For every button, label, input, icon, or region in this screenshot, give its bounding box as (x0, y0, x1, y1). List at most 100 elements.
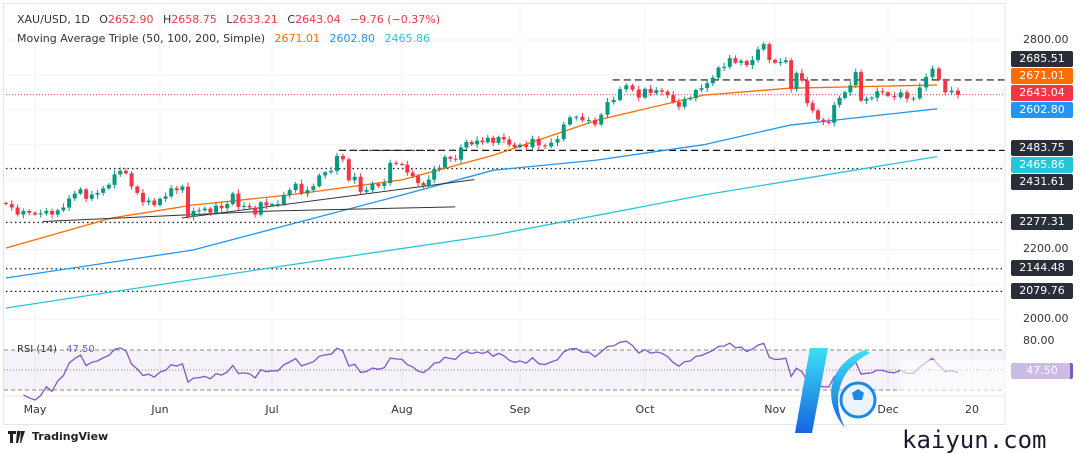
open-number: 2652.90 (107, 13, 154, 26)
candle-body (370, 183, 375, 191)
candle-body (716, 67, 721, 78)
candle-body (95, 192, 100, 195)
candle-body (630, 85, 635, 90)
candle-body (805, 80, 810, 104)
price-tag: 2465.86 (1011, 157, 1073, 173)
high-number: 2658.75 (171, 13, 217, 26)
candle-body (643, 88, 647, 98)
candle-body (242, 205, 246, 207)
candle-body (4, 202, 8, 205)
candle-body (826, 122, 831, 124)
candle-body (174, 188, 179, 191)
candle-body (281, 194, 286, 205)
candle-body (15, 207, 20, 215)
candle-body (936, 68, 941, 80)
time-axis-label: Aug (391, 403, 413, 416)
price-axis-tick: 2000.00 (1023, 312, 1069, 326)
candle-body (485, 137, 490, 143)
candle-body (163, 196, 168, 199)
low-value: L2633.21 (226, 13, 278, 26)
candle-body (586, 119, 591, 121)
candle-body (568, 117, 572, 125)
time-axis-label: May (23, 403, 47, 416)
candle-body (739, 60, 744, 63)
candle-body (186, 186, 190, 217)
candle-body (911, 98, 916, 100)
candle-body (501, 137, 506, 140)
candle-body (340, 155, 345, 160)
candle-body (346, 159, 351, 181)
chart-frame (3, 3, 1006, 425)
candle-body (61, 207, 66, 211)
candle-body (480, 140, 485, 143)
candle-body (258, 202, 263, 215)
candle-body (859, 72, 864, 101)
open-label: O (99, 13, 108, 26)
candle-body (55, 210, 60, 215)
candle-body (574, 116, 579, 118)
candle-body (180, 186, 185, 191)
open-value: O2652.90 (99, 13, 153, 26)
candle-body (507, 139, 512, 145)
candle-body (335, 155, 339, 171)
close-label: C (287, 13, 296, 26)
candle-body (524, 144, 529, 148)
candle-body (432, 169, 437, 180)
candle-body (152, 200, 157, 206)
candle-body (773, 59, 777, 63)
candle-body (358, 176, 363, 192)
high-label: H (162, 13, 172, 26)
time-axis-label: Sep (509, 403, 531, 416)
candle-body (264, 202, 269, 206)
candle-body (875, 91, 880, 98)
candle-body (400, 163, 404, 165)
candle-body (214, 205, 218, 213)
candle-body (38, 213, 43, 215)
candle-body (230, 193, 235, 205)
symbol-label: XAU/USD, 1D (17, 13, 90, 26)
candle-body (648, 88, 653, 94)
candle-body (416, 176, 421, 184)
candle-body (512, 144, 517, 148)
candle-body (469, 141, 474, 145)
price-tag: 2277.31 (1011, 214, 1073, 230)
time-axis-label: Oct (635, 403, 655, 416)
candle-body (146, 200, 151, 203)
candle-body (253, 207, 258, 215)
candle-body (311, 186, 316, 191)
ma-legend: Moving Average Triple (50, 100, 200, Sim… (17, 32, 436, 45)
ma200-value: 2465.86 (384, 32, 431, 45)
candle-body (453, 158, 458, 160)
candle-body (448, 156, 453, 159)
candle-body (101, 188, 106, 193)
candle-body (106, 184, 111, 189)
candle-body (123, 170, 128, 174)
candle-body (853, 72, 858, 86)
tradingview-label: TradingView (32, 430, 109, 443)
candle-body (496, 137, 501, 143)
candle-body (699, 88, 704, 90)
candle-body (949, 90, 954, 93)
trendline (271, 206, 456, 212)
rsi-axis-tick: 80.00 (1023, 334, 1055, 347)
candle-body (682, 99, 687, 107)
candle-body (376, 183, 381, 186)
rsi-legend: RSI (14) 47.50 (17, 344, 101, 355)
candle-body (917, 87, 922, 99)
candle-body (191, 211, 196, 217)
candle-body (930, 68, 935, 77)
candle-body (305, 190, 310, 194)
candle-body (382, 183, 387, 186)
tradingview-logo[interactable]: TradingView (8, 430, 108, 443)
candle-body (789, 60, 794, 89)
price-tag: 2685.51 (1011, 51, 1073, 67)
time-axis-label: Jul (265, 403, 279, 416)
candle-body (287, 190, 292, 195)
time-axis-label: Nov (764, 403, 786, 416)
candle-body (710, 77, 715, 84)
rsi-tag: 47.50 (1011, 363, 1073, 379)
price-tag: 2144.48 (1011, 260, 1073, 276)
candle-body (794, 73, 799, 89)
candle-body (767, 44, 772, 60)
